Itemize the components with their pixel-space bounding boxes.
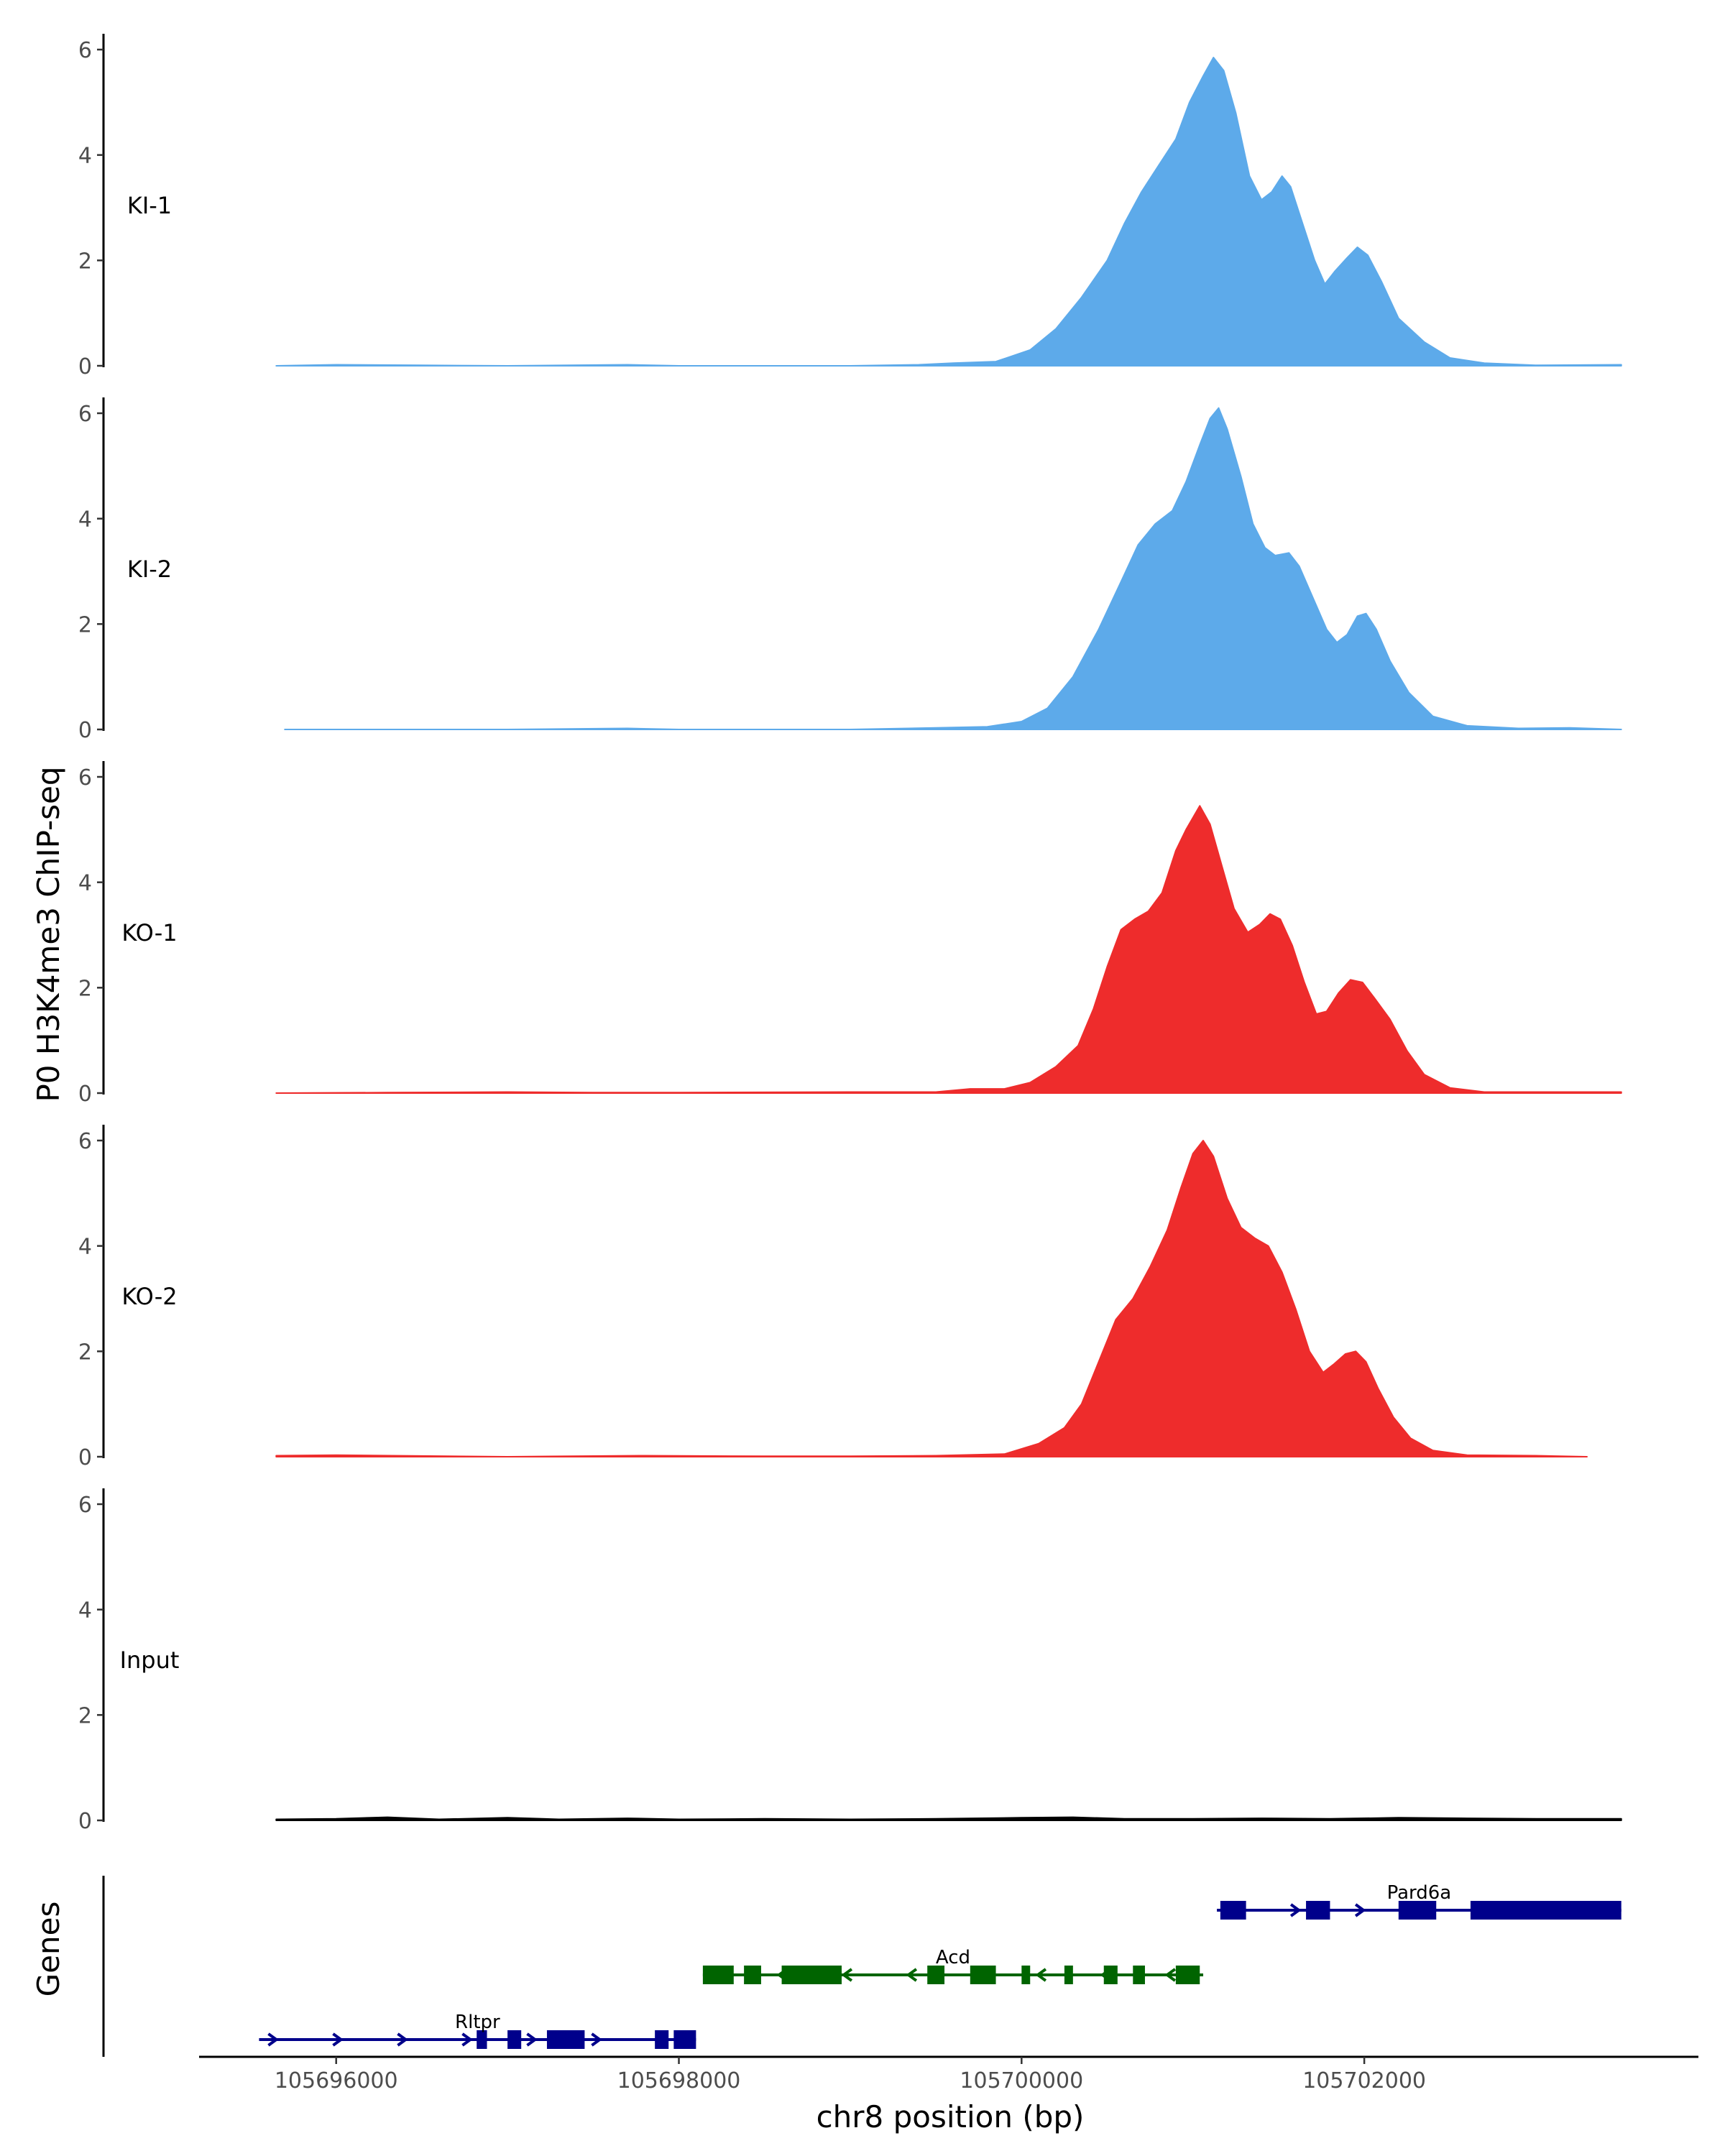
track-label: KO-1: [121, 919, 177, 946]
signal-area-ko-1: [275, 805, 1622, 1094]
signal-area-ki-1: [275, 57, 1622, 367]
y-tick-label: 2: [78, 1703, 92, 1728]
gene-exon: [1064, 1966, 1073, 1984]
gene-rltpr: Rltpr: [259, 2012, 696, 2049]
y-tick-label: 6: [78, 38, 92, 63]
x-tick-label: 105696000: [275, 2068, 398, 2093]
x-axis: 105696000 105698000 105700000 105702000: [199, 2055, 1698, 2093]
track-label: Input: [120, 1646, 180, 1674]
gene-exon: [1133, 1966, 1145, 1984]
tracks-layer: 0 2 4 6 KI-1 0 2 4 6 KI-2 0 2 4 6 KO-1 0 2 4 6 KO-2 0 2 4 6 Inpu…: [78, 34, 1622, 1834]
y-tick-label: 4: [78, 144, 92, 169]
y-tick-label: 0: [78, 1809, 92, 1834]
gene-exon: [970, 1966, 996, 1984]
strand-arrow: [332, 2032, 344, 2047]
gene-name-label: Acd: [936, 1947, 970, 1968]
strand-arrow: [397, 2032, 408, 2047]
signal-area-ko-2: [275, 1140, 1588, 1457]
y-tick-label: 4: [78, 1235, 92, 1260]
track-panel-input: 0 2 4 6 Input: [78, 1488, 1622, 1834]
strand-arrow: [461, 2032, 473, 2047]
y-tick-label: 0: [78, 1082, 92, 1107]
gene-exon: [546, 2030, 585, 2049]
strand-arrow: [1164, 1968, 1177, 1982]
y-axis-title: P0 H3K4me3 ChIP-seq: [31, 766, 66, 1102]
strand-arrow: [841, 1968, 853, 1982]
y-tick-label: 0: [78, 1445, 92, 1470]
gene-exon: [1306, 1901, 1330, 1920]
strand-arrow: [526, 2032, 538, 2047]
signal-area-input: [275, 1816, 1622, 1821]
gene-acd: Acd: [702, 1947, 1204, 1984]
gene-exon: [1175, 1966, 1200, 1984]
y-tick-label: 0: [78, 718, 92, 743]
y-tick-label: 4: [78, 871, 92, 896]
strand-arrow: [267, 2032, 279, 2047]
y-tick-label: 2: [78, 249, 92, 274]
y-tick-label: 2: [78, 612, 92, 637]
y-tick-label: 6: [78, 1493, 92, 1518]
track-panel-ki-2: 0 2 4 6 KI-2: [78, 397, 1622, 743]
y-tick-label: 2: [78, 976, 92, 1001]
track-panel-ki-1: 0 2 4 6 KI-1: [78, 34, 1622, 379]
x-tick-label: 105700000: [960, 2068, 1083, 2093]
gene-exon: [1021, 1966, 1031, 1984]
gene-exon: [507, 2030, 522, 2049]
track-panel-ko-1: 0 2 4 6 KO-1: [78, 761, 1622, 1107]
gene-exon: [477, 2030, 487, 2049]
strand-arrow: [1354, 1903, 1366, 1917]
gene-name-label: Rltpr: [455, 2012, 500, 2033]
strand-arrow: [591, 2032, 602, 2047]
track-panel-ko-2: 0 2 4 6 KO-2: [78, 1125, 1588, 1470]
y-tick-label: 6: [78, 402, 92, 427]
genes-axis-title: Genes: [31, 1902, 66, 1997]
gene-pard6a: Pard6a: [1217, 1882, 1622, 1920]
strand-arrow: [906, 1968, 918, 1982]
gene-exon: [927, 1966, 945, 1984]
gene-exon: [702, 1966, 734, 1984]
x-axis-title: chr8 position (bp): [816, 2099, 1085, 2134]
gene-exon: [655, 2030, 669, 2049]
x-tick-label: 105698000: [617, 2068, 741, 2093]
strand-arrow: [1289, 1903, 1302, 1917]
y-tick-label: 4: [78, 1598, 92, 1623]
genes-layer: Pard6a Acd Rltpr: [102, 1876, 1622, 2057]
gene-exon: [1470, 1901, 1622, 1920]
track-label: KO-2: [121, 1283, 177, 1310]
y-tick-label: 6: [78, 1129, 92, 1154]
signal-area-ki-2: [284, 407, 1622, 730]
y-tick-label: 2: [78, 1340, 92, 1365]
gene-exon: [1103, 1966, 1118, 1984]
gene-exon: [781, 1966, 842, 1984]
track-label: KI-1: [127, 192, 172, 219]
gene-exon: [744, 1966, 761, 1984]
gene-name-label: Pard6a: [1387, 1882, 1452, 1904]
track-label: KI-2: [127, 556, 172, 583]
y-tick-label: 0: [78, 354, 92, 379]
x-tick-label: 105702000: [1302, 2068, 1426, 2093]
gene-exon: [1398, 1901, 1437, 1920]
gene-exon: [673, 2030, 696, 2049]
y-tick-label: 6: [78, 765, 92, 791]
y-tick-label: 4: [78, 507, 92, 533]
strand-arrow: [1035, 1968, 1047, 1982]
gene-exon: [1220, 1901, 1246, 1920]
